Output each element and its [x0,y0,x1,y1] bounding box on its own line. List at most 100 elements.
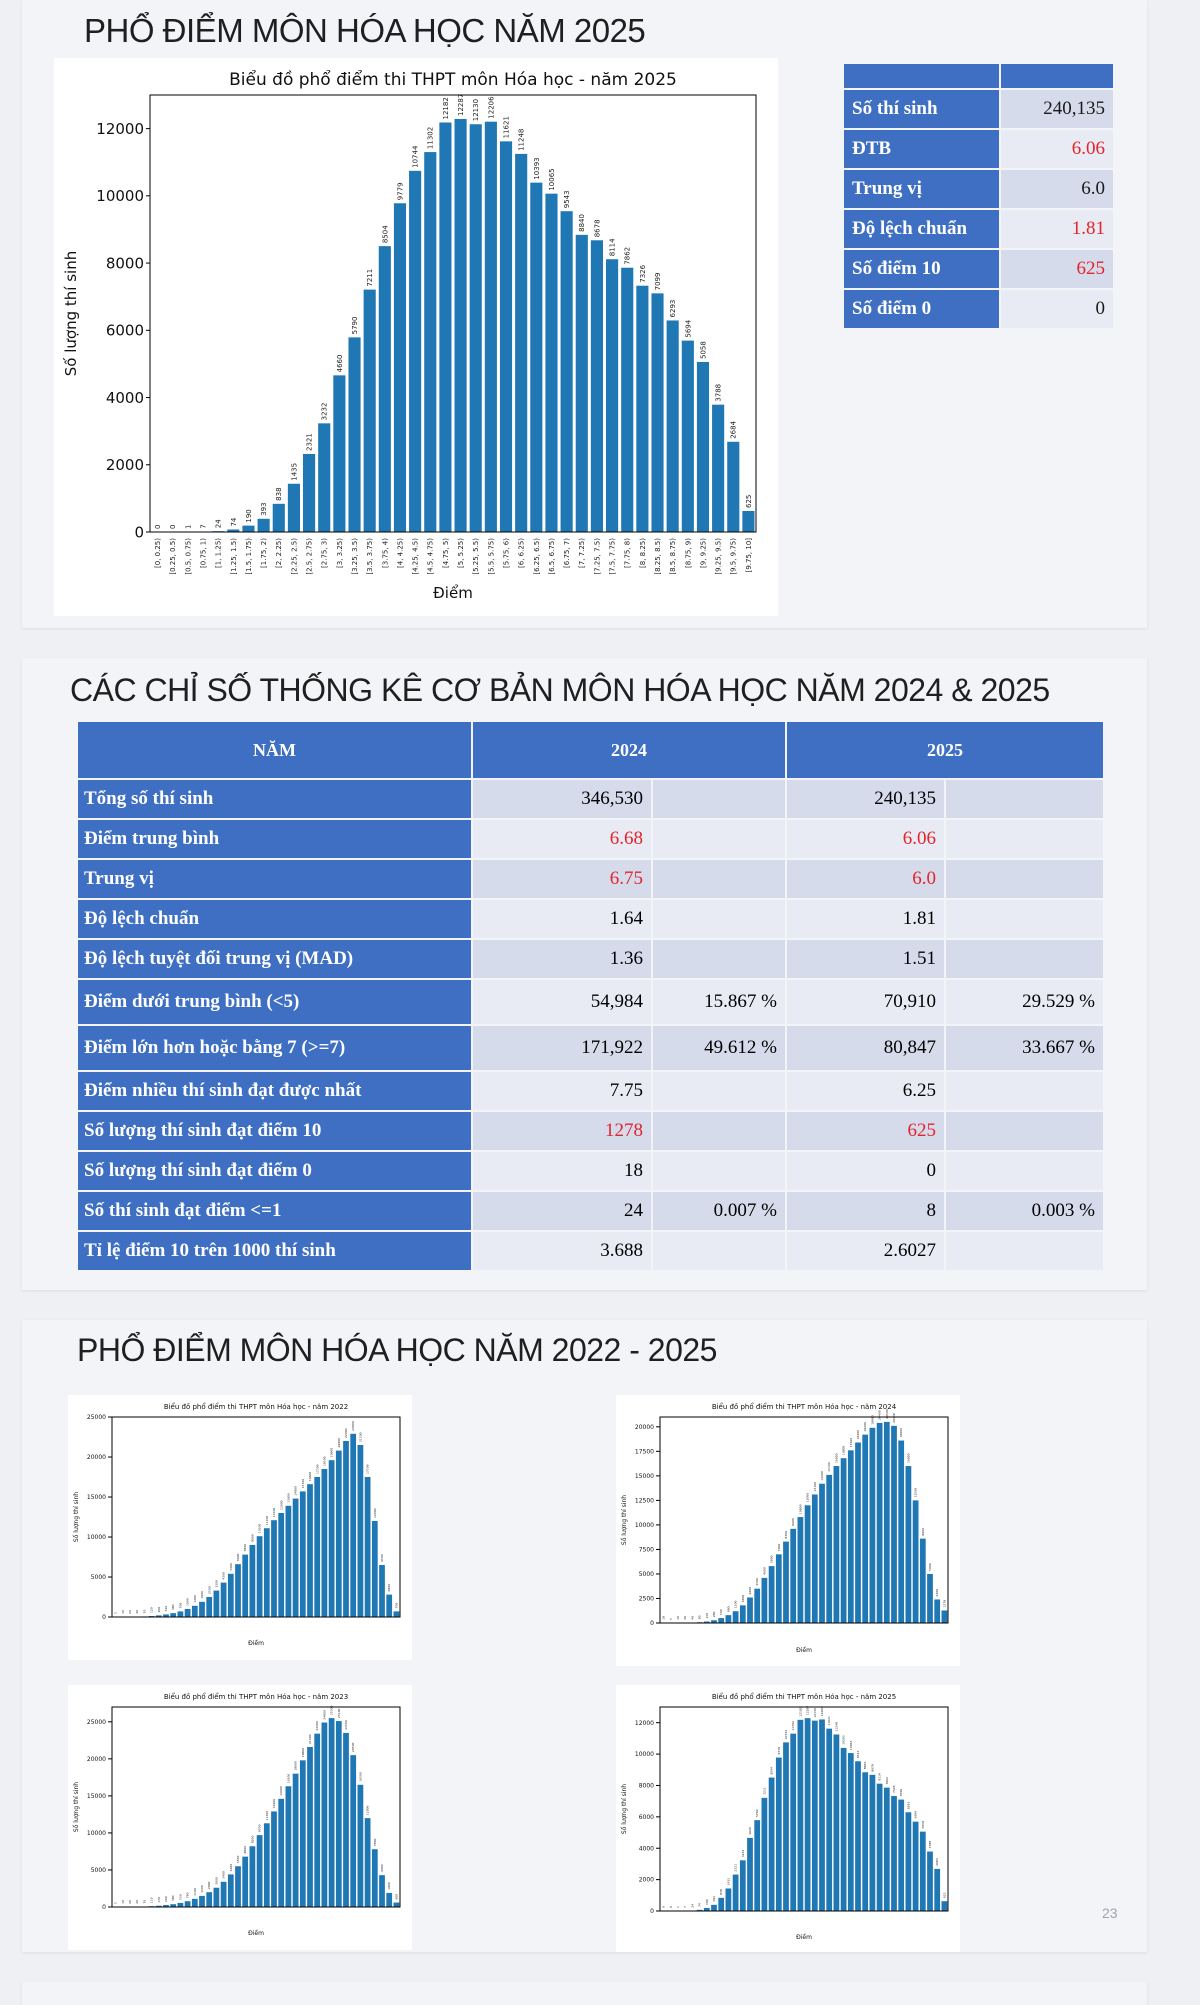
bar-value-label: 6600 [236,1553,240,1561]
bar-value-label: 40 [135,1900,139,1904]
bar [393,1611,400,1617]
chart-2025-small-svg: Biểu đồ phổ điểm thi THPT môn Hóa học - … [621,1692,949,1941]
percent-2025: 29.529 % [946,980,1103,1024]
chart-title: Biểu đồ phổ điểm thi THPT môn Hóa học - … [164,1692,348,1701]
chart-title: Biểu đồ phổ điểm thi THPT môn Hóa học - … [164,1402,348,1411]
x-tick-label: [2.25, 2.5) [290,538,298,575]
bar [912,1821,919,1911]
bar-value-label: 7862 [624,247,632,265]
y-tick-label: 5000 [91,1574,106,1581]
x-tick-label: [9.75, 10] [745,538,753,573]
bar-value-label: 3232 [741,1850,745,1858]
bar-value-label: 1200 [734,1601,738,1609]
percent-2024 [653,900,785,938]
bar [891,1796,897,1911]
y-tick-label: 15000 [635,1473,654,1480]
y-tick-label: 0 [134,523,144,541]
percent-2024 [653,780,785,818]
header-2025: 2025 [787,722,1103,778]
bar-value-label: 800 [726,1606,730,1612]
bar-value-label: 8840 [578,214,586,232]
bar [905,1466,912,1623]
bar [343,1441,349,1617]
bar-value-label: 0 [169,525,177,529]
bar-value-label: 9600 [791,1518,795,1526]
bar [883,1421,890,1623]
value-2024: 3.688 [473,1232,651,1270]
bar-value-label: 74 [698,1903,702,1907]
bar-value-label: 7 [683,1906,687,1908]
bar [454,118,467,532]
bar [712,404,725,532]
x-tick-label: [2.75, 3) [321,538,329,568]
bar-value-label: 2000 [207,1881,211,1889]
bar [919,1538,926,1623]
bar-value-label: 11248 [518,129,526,151]
bar-value-label: 10065 [548,168,556,190]
bar-value-label: 11302 [791,1721,795,1731]
comparison-row: Điểm nhiều thí sinh đạt được nhất 7.75 6.2… [78,1072,1103,1110]
bar-value-label: 393 [260,502,268,515]
x-axis-label: Điểm [433,584,473,602]
section-title: PHỔ ĐIỂM MÔN HÓA HỌC NĂM 2025 [84,12,646,49]
bar-value-label: 8678 [870,1764,874,1772]
y-tick-label: 10000 [635,1751,654,1758]
bar-value-label: 170 [157,1897,161,1903]
bar-value-label: 6293 [669,300,677,318]
bar-value-label: 23400 [315,1721,319,1731]
bar-value-label: 550 [178,1894,182,1900]
bar-value-label: 18 [662,1616,666,1620]
bar-value-label: 700 [394,1603,398,1609]
bar-value-label: 0 [662,1906,666,1908]
bar-value-label: 2684 [730,420,738,438]
value-2024: 1.64 [473,900,651,938]
bar [314,1733,321,1907]
value-2024: 18 [473,1152,651,1190]
bar [869,1774,876,1911]
bar-value-label: 74 [230,517,238,526]
bar [711,1904,717,1911]
y-tick-label: 12000 [96,120,144,138]
bar-value-label: 24900 [322,1710,326,1720]
bar-value-label: 16000 [834,1453,838,1463]
x-tick-label: [1.5, 1.75) [245,538,253,575]
y-tick-label: 25000 [87,1414,106,1421]
bar-value-label: 4300 [380,1864,384,1872]
chart-2023: Biểu đồ phổ điểm thi THPT môn Hóa học - … [68,1685,412,1950]
percent-2024: 49.612 % [653,1026,785,1070]
summary-stats-table: Số thí sinh 240,135 ĐTB 6.06 Trung vị 6.0 Đ… [842,62,1115,330]
value-2025: 625 [787,1112,944,1150]
bar [790,1528,797,1623]
bar-value-label: 12206 [487,96,495,119]
stats-value: 6.06 [1001,130,1113,168]
bar-value-label: 20800 [337,1438,341,1448]
bar-value-label: 5400 [229,1563,233,1571]
comparison-row: Số lượng thí sinh đạt điểm 0 18 0 [78,1152,1103,1190]
bar [934,1599,941,1623]
bar [285,1505,292,1617]
bar [343,1732,349,1907]
x-tick-label: [7, 7.25) [578,538,586,568]
bar [636,285,649,532]
bar-value-label: 1000 [186,1598,190,1606]
plot-frame [111,1706,401,1908]
x-tick-label: [2, 2.25) [275,538,283,568]
bar-value-label: 19600 [330,1448,334,1458]
bar [651,293,664,532]
bar [739,1860,746,1911]
bar-value-label: 625 [745,495,753,508]
stats-value: 625 [1001,250,1113,288]
bar-value-label: 5058 [699,341,707,359]
section-stats-2024-2025: CÁC CHỈ SỐ THỐNG KÊ CƠ BẢN MÔN HÓA HỌC N… [22,658,1147,1290]
percent-2024 [653,860,785,898]
bar-value-label: 0 [154,525,162,529]
y-tick-label: 4000 [639,1845,654,1852]
bar-value-label: 7326 [892,1785,896,1793]
y-tick-label: 12000 [635,1720,654,1727]
bar-value-label: 5 [114,1902,118,1904]
bar [898,1799,905,1911]
bar-value-label: 10 [121,1900,125,1904]
bar-value-label: 12130 [472,99,480,121]
plot-frame [659,1706,949,1912]
